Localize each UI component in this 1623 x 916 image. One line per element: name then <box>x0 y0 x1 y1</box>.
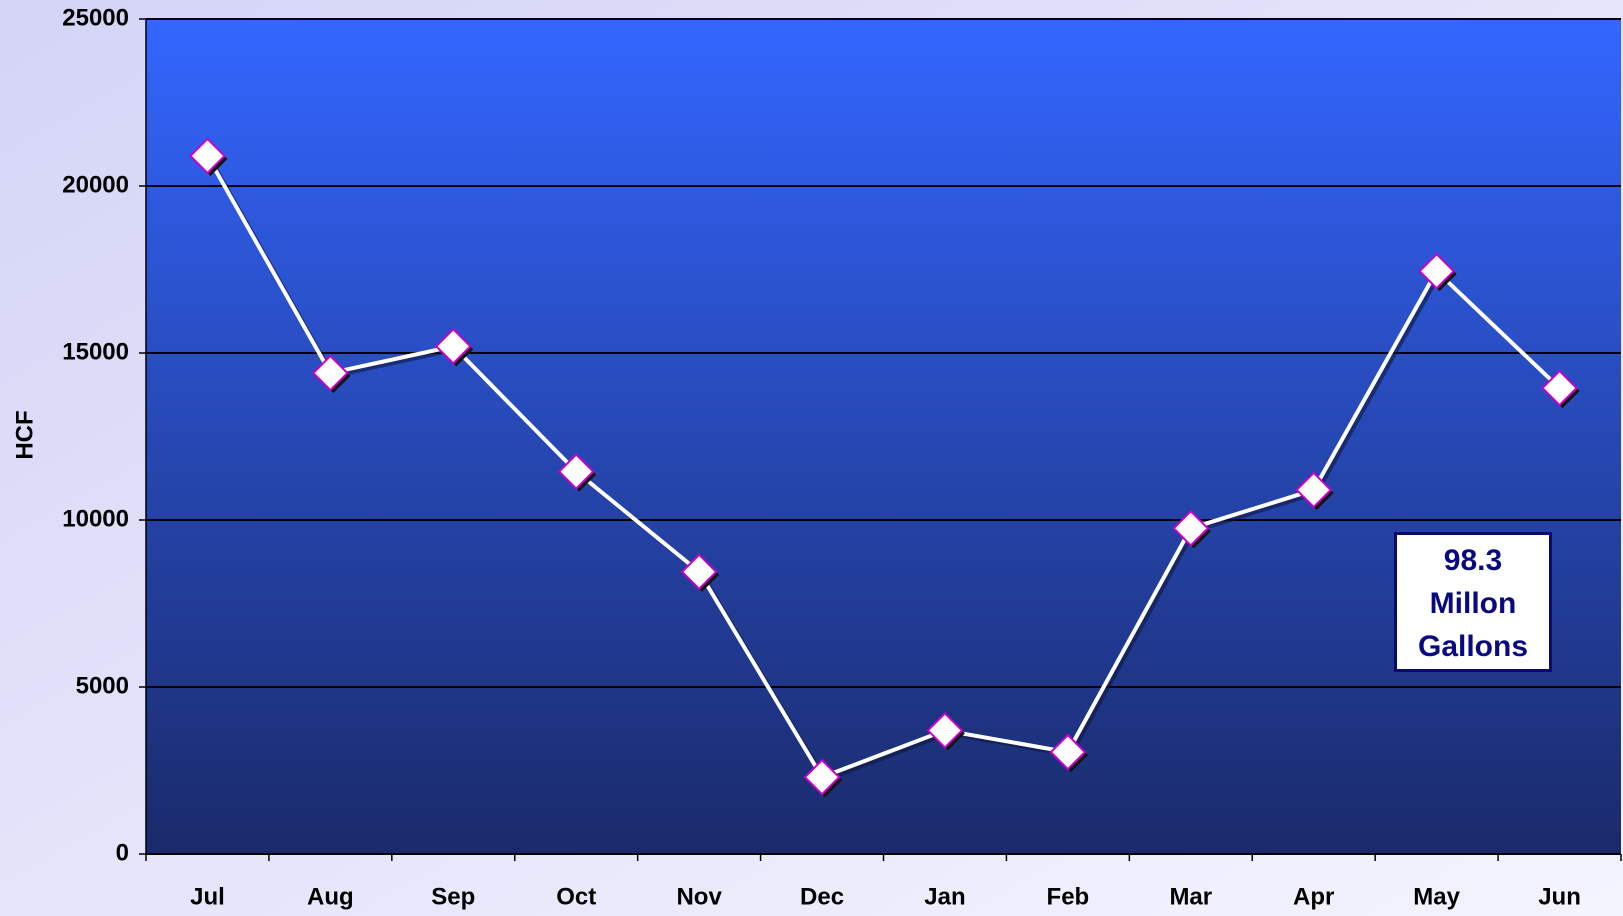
y-tick-label: 0 <box>116 839 129 866</box>
x-tick-label: Feb <box>1047 883 1090 910</box>
marker <box>1049 733 1087 771</box>
x-tick-label: Jun <box>1538 883 1581 910</box>
line-shadow <box>208 157 1564 783</box>
x-tick-label: Jul <box>190 883 225 910</box>
x-tick-label: Mar <box>1169 883 1212 910</box>
marker <box>1295 471 1333 509</box>
x-tick-label: Nov <box>676 883 722 910</box>
x-tick-label: Jan <box>924 883 965 910</box>
marker <box>311 354 349 392</box>
marker <box>926 712 964 749</box>
x-tick-label: Sep <box>431 883 475 910</box>
series-line <box>205 154 1561 780</box>
marker <box>1172 509 1210 547</box>
x-tick-label: Aug <box>307 883 354 910</box>
marker <box>557 453 595 490</box>
y-axis-label: HCF <box>11 410 38 459</box>
y-tick-label: 10000 <box>62 505 129 532</box>
marker <box>680 553 718 591</box>
x-tick-label: Apr <box>1293 883 1334 910</box>
x-tick-label: Dec <box>800 883 844 910</box>
x-tick-label: Oct <box>556 883 596 910</box>
y-tick-label: 15000 <box>62 338 129 365</box>
marker <box>1541 369 1578 407</box>
y-tick-label: 5000 <box>76 672 129 699</box>
marker <box>803 758 841 796</box>
y-tick-label: 25000 <box>62 4 129 31</box>
marker <box>189 137 226 175</box>
annotation: 98.3 Millon Gallons <box>1394 532 1552 672</box>
plot-area <box>146 19 1621 854</box>
y-tick-label: 20000 <box>62 171 129 198</box>
marker <box>434 327 472 365</box>
marker <box>1418 252 1456 290</box>
x-tick-label: May <box>1413 883 1460 910</box>
